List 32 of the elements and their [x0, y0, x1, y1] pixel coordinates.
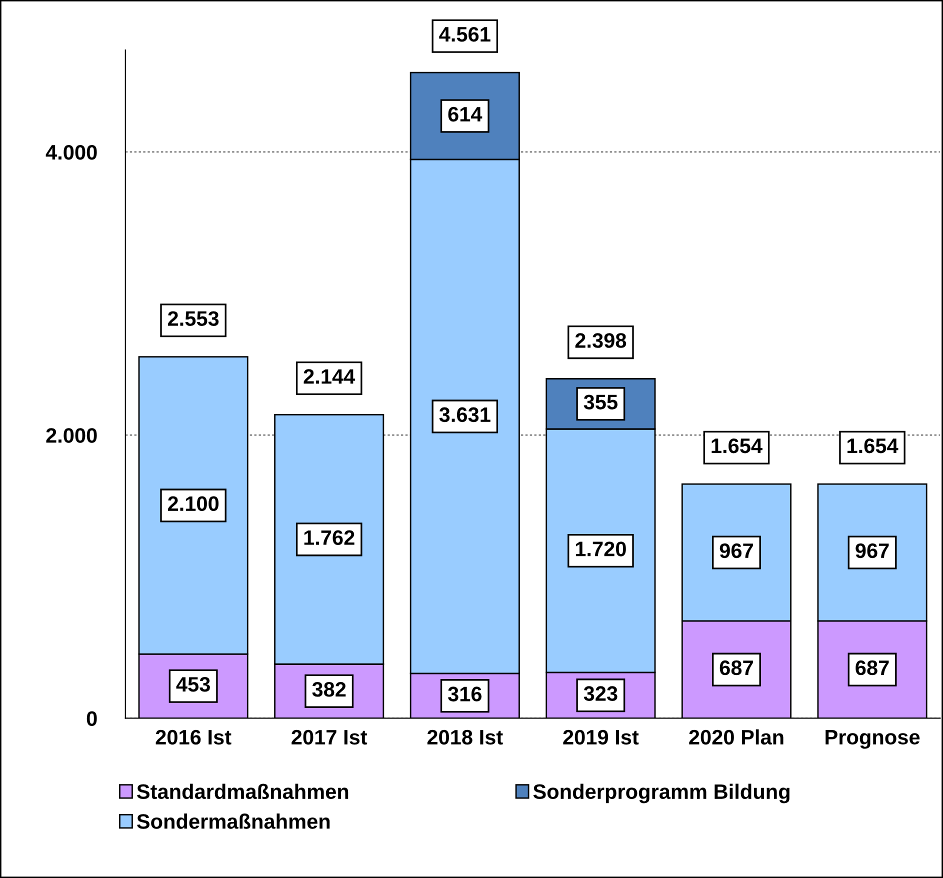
x-tick-label: 2017 Ist — [292, 730, 368, 745]
total-label: 2.553 — [168, 311, 219, 326]
data-label: 3.631 — [439, 407, 490, 422]
total-label: 2.144 — [304, 369, 356, 384]
legend-label: Standardmaßnahmen — [136, 784, 348, 800]
total-label: 2.398 — [575, 333, 626, 348]
legend-label: Sondermaßnahmen — [136, 814, 330, 829]
x-tick-label: 2019 Ist — [563, 730, 639, 745]
data-label: 1.720 — [576, 542, 626, 556]
data-label: 382 — [312, 682, 346, 697]
y-tick-label: 0 — [86, 711, 97, 726]
total-label: 4.561 — [439, 26, 490, 42]
x-tick-label: 2020 Plan — [689, 729, 784, 745]
total-label: 1.654 — [848, 438, 898, 454]
total-label: 1.654 — [712, 438, 762, 454]
y-tick-label: 4.000 — [46, 144, 97, 160]
x-tick-label: 2016 Ist — [156, 730, 232, 745]
legend-label: Sonderprogramm Bildung — [533, 784, 790, 804]
data-label: 687 — [856, 660, 889, 676]
data-label: 1.762 — [304, 530, 354, 546]
data-label: 323 — [584, 686, 618, 701]
data-label: 2.100 — [168, 496, 219, 512]
y-tick-label: 2.000 — [46, 428, 97, 443]
data-label: 614 — [448, 106, 482, 122]
data-label: 316 — [448, 686, 482, 702]
x-tick-label: Prognose — [826, 730, 920, 749]
data-label: 687 — [720, 660, 753, 676]
data-label: 967 — [856, 543, 889, 558]
data-label: 453 — [176, 676, 210, 692]
data-label: 355 — [584, 394, 618, 410]
data-label: 967 — [720, 543, 753, 558]
x-tick-label: 2018 Ist — [427, 730, 503, 745]
